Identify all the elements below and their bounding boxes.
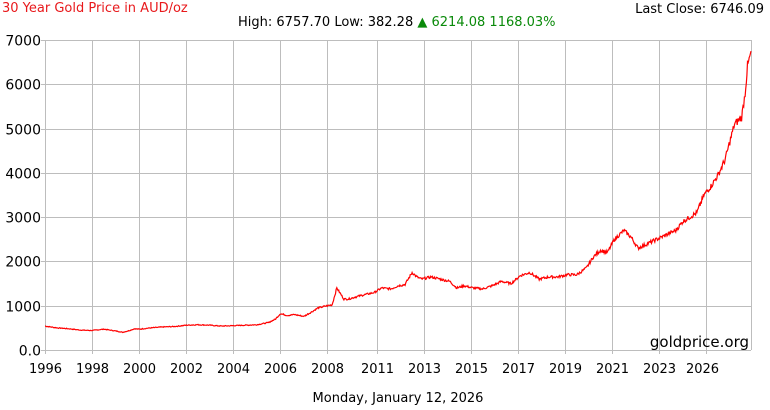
y-tick-label: 6000 (5, 78, 41, 94)
last-close-label: Last Close: (635, 2, 707, 17)
last-close-value: 6746.09 (710, 2, 764, 17)
high-label: High: (238, 15, 273, 30)
x-tick-label: 2021 (596, 362, 629, 377)
x-tick-label: 1996 (29, 362, 62, 377)
low-label: Low: (334, 15, 364, 30)
y-tick-label: 3000 (5, 211, 41, 227)
x-tick-label: 2015 (455, 362, 488, 377)
x-axis-labels: 1996 1998 2000 2002 2004 2006 2008 2011 2013 2015… (29, 362, 719, 377)
chart-date: Monday, January 12, 2026 (312, 391, 484, 406)
change-percent: 1168.03% (489, 15, 556, 30)
y-tick-label: 1000 (5, 300, 41, 316)
watermark: goldprice.org (650, 333, 749, 351)
x-tick-label: 2011 (361, 362, 394, 377)
chart-grid (41, 40, 752, 354)
y-tick-label: 4000 (5, 167, 41, 183)
y-tick-label: 7000 (5, 34, 41, 50)
low-value: 382.28 (367, 15, 414, 30)
x-tick-label: 2008 (311, 362, 344, 377)
y-axis-labels: 0.0 1000 2000 3000 4000 5000 6000 7000 (5, 34, 41, 360)
last-close: Last Close: 6746.09 (635, 2, 764, 17)
x-tick-label: 2002 (170, 362, 203, 377)
y-tick-label: 0.0 (19, 344, 41, 360)
x-tick-label: 2006 (264, 362, 297, 377)
x-tick-label: 1998 (76, 362, 109, 377)
x-tick-label: 2019 (549, 362, 582, 377)
price-stats: High: 6757.70 Low: 382.28 ▲ 6214.08 1168… (238, 15, 556, 30)
up-arrow-icon: ▲ (417, 15, 428, 30)
x-tick-label: 2017 (502, 362, 535, 377)
x-tick-label: 2000 (123, 362, 156, 377)
x-tick-label: 2026 (686, 362, 719, 377)
change-value: 6214.08 (431, 15, 486, 30)
x-tick-label: 2013 (408, 362, 441, 377)
y-tick-label: 2000 (5, 255, 41, 271)
y-tick-label: 5000 (5, 123, 41, 139)
chart-title: 30 Year Gold Price in AUD/oz (2, 1, 188, 16)
high-value: 6757.70 (276, 15, 331, 30)
price-line (45, 50, 752, 334)
x-tick-label: 2023 (643, 362, 676, 377)
x-tick-label: 2004 (217, 362, 250, 377)
